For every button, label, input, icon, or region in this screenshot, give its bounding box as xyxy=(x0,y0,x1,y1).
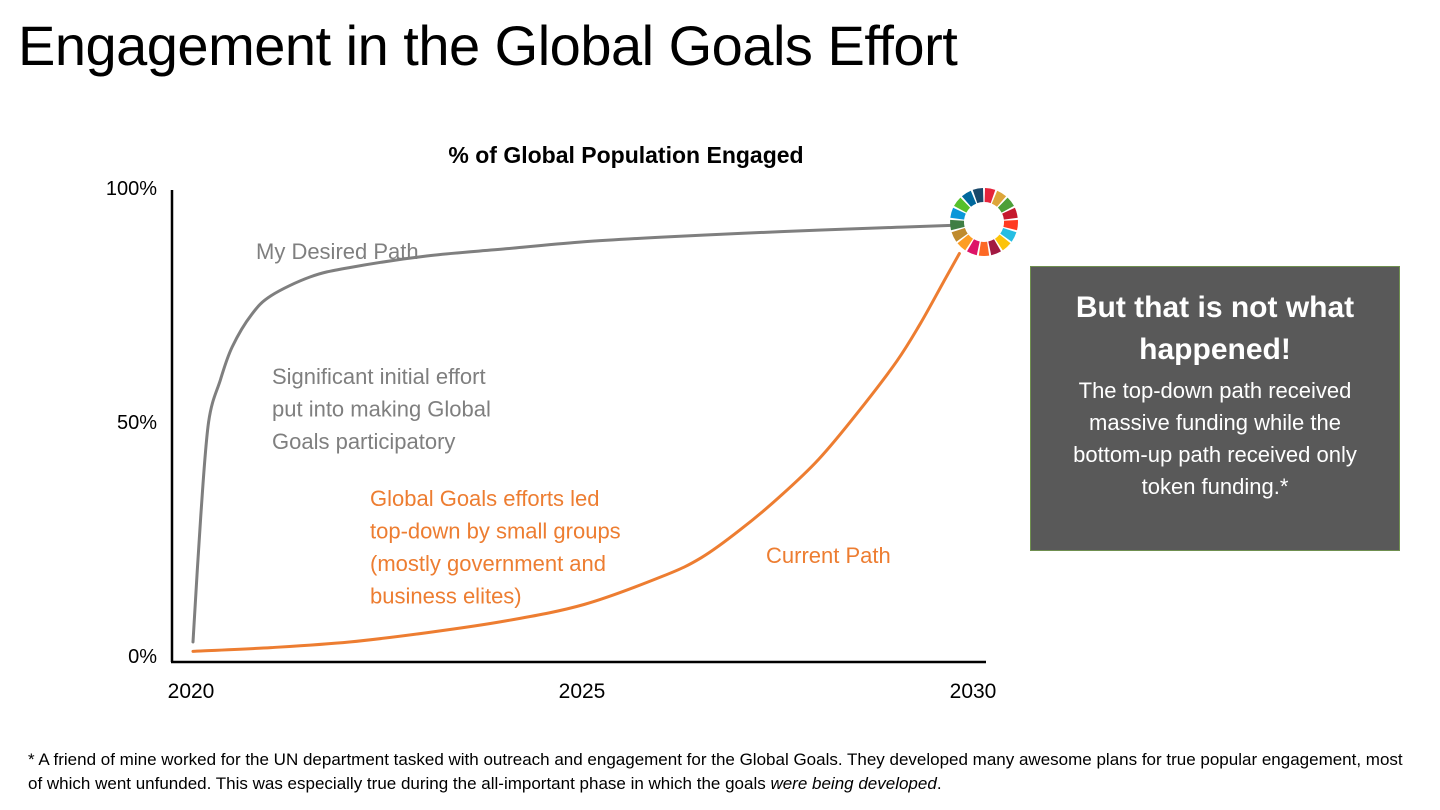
callout-heading: But that is not what happened! xyxy=(1075,291,1355,366)
sdg-wheel-segment xyxy=(1002,207,1018,220)
sdg-wheel-segment xyxy=(988,239,1001,256)
sdg-wheel-segment xyxy=(961,190,977,207)
annotation-initial-effort-line: Goals participatory xyxy=(272,429,455,454)
sdg-wheel-segment xyxy=(1000,228,1017,242)
footnote-italic: were being developed xyxy=(770,774,937,793)
y-tick-label: 0% xyxy=(128,646,157,668)
annotation-top-down-line: top-down by small groups xyxy=(370,519,621,544)
annotation-initial-effort-line: Significant initial effort xyxy=(272,364,486,389)
sdg-wheel-segment xyxy=(991,190,1007,207)
annotation-my-desired-path: My Desired Path xyxy=(256,239,419,264)
callout-body: The top-down path received massive fundi… xyxy=(1073,378,1357,499)
footnote-end: . xyxy=(936,774,942,793)
sdg-wheel-segment xyxy=(995,234,1011,251)
sdg-wheel-segment xyxy=(967,239,980,256)
series-line-desired-path xyxy=(191,223,953,644)
footnote: * A friend of mine worked for the UN dep… xyxy=(28,748,1408,796)
sdg-wheel-segment xyxy=(951,228,968,242)
y-tick-label: 50% xyxy=(117,412,157,434)
sdg-wheel-segment xyxy=(984,188,996,204)
sdg-wheel-segment xyxy=(957,234,973,251)
annotation-current-path: Current Path xyxy=(766,543,891,568)
annotation-top-down-line: (mostly government and xyxy=(370,551,606,576)
x-tick-label: 2025 xyxy=(559,680,606,703)
annotation-top-down-line: business elites) xyxy=(370,584,522,609)
annotation-initial-effort-line: put into making Global xyxy=(272,397,491,422)
sdg-wheel-center xyxy=(965,203,1003,241)
sdg-wheel-segment xyxy=(978,241,990,256)
x-tick-label: 2020 xyxy=(168,680,215,703)
slide-title: Engagement in the Global Goals Effort xyxy=(18,14,958,77)
annotation-top-down-line: Global Goals efforts led xyxy=(370,486,600,511)
engagement-chart: % of Global Population Engaged 0% 50% 100% 2… xyxy=(106,142,1018,703)
sdg-wheel-segment xyxy=(972,188,984,204)
chart-title: % of Global Population Engaged xyxy=(448,142,803,168)
series-line-current-path xyxy=(191,252,961,653)
footnote-text: * A friend of mine worked for the UN dep… xyxy=(28,750,1403,793)
sdg-wheel-segment xyxy=(1003,219,1018,231)
callout-box: But that is not what happened! The top-d… xyxy=(1030,266,1400,551)
sdg-wheel-segment xyxy=(954,197,971,213)
y-tick-label: 100% xyxy=(106,178,157,200)
x-tick-label: 2030 xyxy=(950,680,997,703)
sdg-wheel-segment xyxy=(950,207,966,220)
sdg-wheel-segment xyxy=(950,219,965,231)
sdg-wheel-segment xyxy=(997,197,1014,213)
